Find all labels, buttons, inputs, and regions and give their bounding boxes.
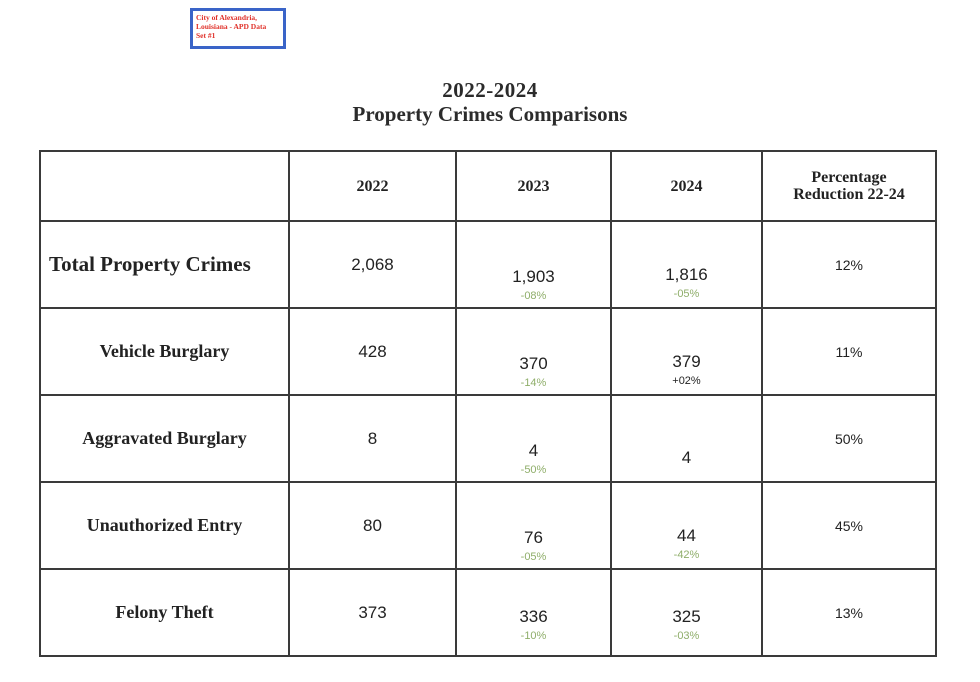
- header-reduction-label: Reduction 22-24: [793, 186, 905, 203]
- property-crimes-table: 2022 2023 2024 Percentage Reduction 22-2…: [39, 150, 937, 657]
- cell-2022: 80: [288, 481, 457, 570]
- header-cell-2024: 2024: [610, 150, 763, 222]
- header-cell-2023: 2023: [455, 150, 612, 222]
- cell-reduction: 11%: [761, 307, 937, 396]
- cell-2023: 336 -10%: [455, 568, 612, 657]
- cell-reduction: 13%: [761, 568, 937, 657]
- cell-reduction: 12%: [761, 220, 937, 309]
- row-label: Felony Theft: [39, 568, 290, 657]
- data-set-stamp: City of Alexandria, Louisiana - APD Data…: [190, 8, 286, 49]
- value-2023: 1,903: [512, 266, 555, 286]
- change-2024: -05%: [673, 287, 700, 300]
- cell-2024: 325 -03%: [610, 568, 763, 657]
- table-header-row: 2022 2023 2024 Percentage Reduction 22-2…: [39, 150, 937, 222]
- change-2023: -08%: [520, 289, 547, 302]
- change-2023: -10%: [520, 629, 547, 642]
- value-2024: 325: [672, 606, 701, 626]
- value-2024: 1,816: [665, 264, 708, 284]
- value-2023: 4: [528, 440, 539, 460]
- table-row: Total Property Crimes 2,068 1,903 -08% 1…: [39, 220, 937, 309]
- cell-reduction: 50%: [761, 394, 937, 483]
- cell-2023: 76 -05%: [455, 481, 612, 570]
- row-label: Vehicle Burglary: [39, 307, 290, 396]
- cell-2024: 1,816 -05%: [610, 220, 763, 309]
- value-2023: 336: [519, 606, 548, 626]
- change-2024: -42%: [673, 549, 700, 561]
- change-2023: -05%: [520, 550, 547, 563]
- cell-2022: 2,068: [288, 220, 457, 309]
- header-percentage-label: Percentage: [811, 169, 887, 186]
- document-title-years: 2022-2024: [442, 78, 538, 102]
- table-row: Aggravated Burglary 8 4 -50% 4 50%: [39, 394, 937, 483]
- cell-2022: 8: [288, 394, 457, 483]
- change-2023: -14%: [520, 376, 547, 389]
- cell-2024: 4: [610, 394, 763, 483]
- table-row: Felony Theft 373 336 -10% 325 -03% 13%: [39, 568, 937, 657]
- change-2023: -50%: [520, 463, 547, 476]
- value-2023: 76: [524, 527, 543, 547]
- cell-2022: 428: [288, 307, 457, 396]
- value-2023: 370: [519, 353, 548, 373]
- header-cell-blank: [39, 150, 290, 222]
- cell-2022: 373: [288, 568, 457, 657]
- stamp-line-2: Louisiana - APD Data: [196, 22, 267, 31]
- cell-2023: 4 -50%: [455, 394, 612, 483]
- value-2024: 379: [672, 352, 701, 371]
- value-2024: 44: [677, 526, 696, 545]
- change-2024: -03%: [673, 629, 700, 642]
- stamp-line-1: City of Alexandria,: [196, 13, 258, 22]
- header-cell-2022: 2022: [288, 150, 457, 222]
- stamp-line-3: Set #1: [196, 31, 216, 40]
- cell-2024: 379 +02%: [610, 307, 763, 396]
- table-row: Vehicle Burglary 428 370 -14% 379 +02% 1…: [39, 307, 937, 396]
- cell-2024: 44 -42%: [610, 481, 763, 570]
- value-2024: 4: [681, 447, 692, 467]
- row-label: Total Property Crimes: [39, 220, 290, 309]
- row-label: Aggravated Burglary: [39, 394, 290, 483]
- change-2024: +02%: [672, 375, 701, 387]
- cell-2023: 1,903 -08%: [455, 220, 612, 309]
- document-title: Property Crimes Comparisons: [352, 102, 628, 126]
- table-row: Unauthorized Entry 80 76 -05% 44 -42% 45…: [39, 481, 937, 570]
- header-cell-percentage-reduction: Percentage Reduction 22-24: [761, 150, 937, 222]
- cell-reduction: 45%: [761, 481, 937, 570]
- row-label: Unauthorized Entry: [39, 481, 290, 570]
- cell-2023: 370 -14%: [455, 307, 612, 396]
